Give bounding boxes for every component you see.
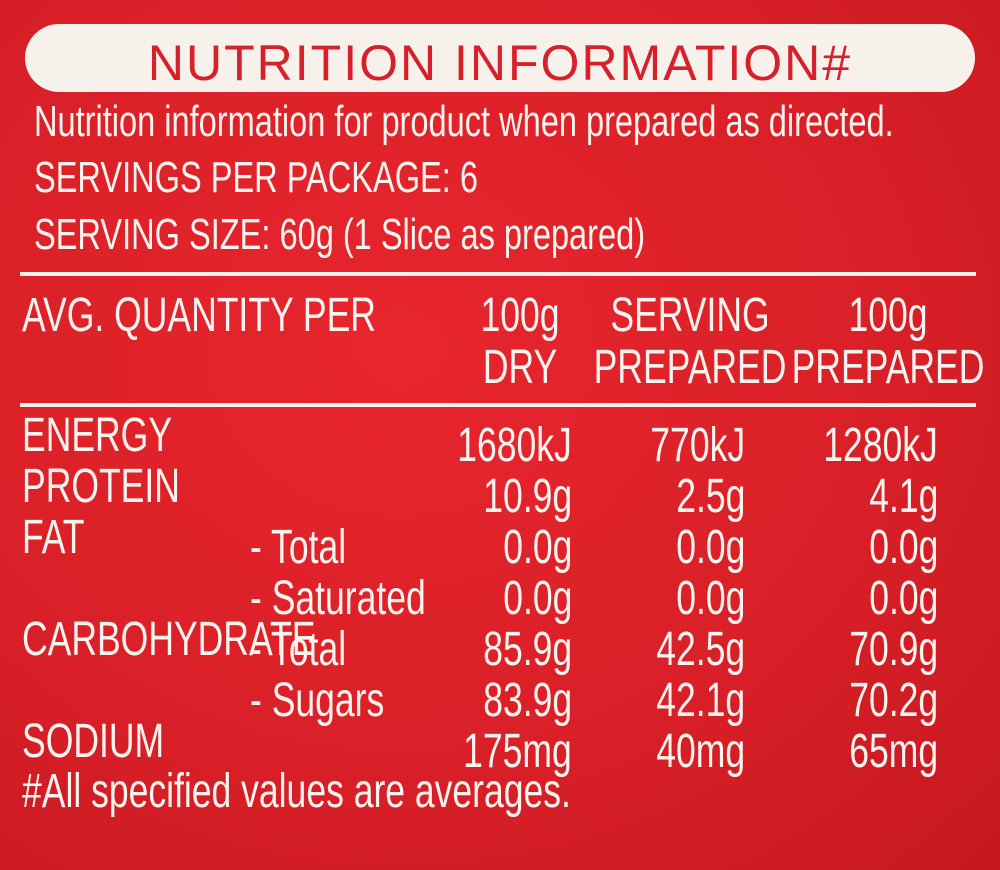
row-sublabel: - Total [250,521,347,574]
table-header-label: AVG. QUANTITY PER [22,289,376,342]
column-header: DRY [482,341,558,394]
intro-line: Nutrition information for product when p… [34,97,894,146]
cell-value: 85.9g [483,623,572,676]
cell-value: 65mg [849,725,938,778]
cell-value: 70.9g [849,623,938,676]
cell-value: 40mg [656,725,745,778]
row-label: PROTEIN [22,460,180,513]
row-sublabel: - Saturated [250,572,426,625]
cell-value: 42.5g [656,623,745,676]
row-sublabel: - Total [250,623,347,676]
row-label: CARBOHYDRATE [22,613,316,666]
cell-value: 70.2g [849,674,938,727]
cell-value: 175mg [463,725,572,778]
divider [20,403,976,407]
cell-value: 0.0g [502,572,572,625]
cell-value: 1680kJ [457,419,572,472]
cell-value: 83.9g [483,674,572,727]
row-label: ENERGY [22,409,173,462]
cell-value: 0.0g [868,572,938,625]
column-header: PREPARED [593,341,787,394]
footnote: #All specified values are averages. [22,765,571,818]
column-header: 100g [480,289,560,342]
divider [20,272,976,276]
row-label: FAT [22,511,85,564]
cell-value: 0.0g [675,521,745,574]
cell-value: 770kJ [650,419,745,472]
cell-value: 4.1g [868,470,938,523]
title-banner: NUTRITION INFORMATION# [25,24,975,92]
cell-value: 1280kJ [823,419,938,472]
title: NUTRITION INFORMATION# [147,35,853,91]
cell-value: 42.1g [656,674,745,727]
column-header: PREPARED [791,341,985,394]
column-header: 100g [848,289,928,342]
intro-line: SERVING SIZE: 60g (1 Slice as prepared) [34,210,646,259]
cell-value: 0.0g [675,572,745,625]
row-label: SODIUM [22,715,165,768]
intro-line: SERVINGS PER PACKAGE: 6 [34,153,478,202]
cell-value: 0.0g [502,521,572,574]
cell-value: 10.9g [483,470,572,523]
column-header: SERVING [610,289,770,342]
cell-value: 0.0g [868,521,938,574]
cell-value: 2.5g [675,470,745,523]
row-sublabel: - Sugars [250,674,385,727]
